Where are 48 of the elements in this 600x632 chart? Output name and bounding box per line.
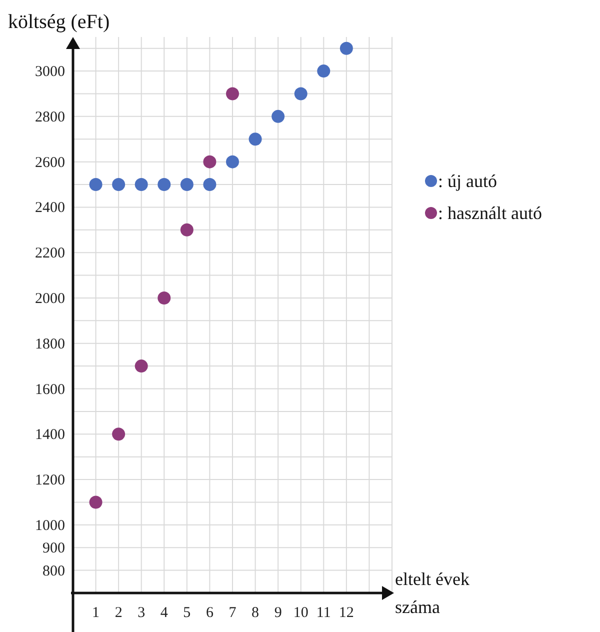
point [272, 110, 285, 123]
y-tick-label: 2200 [35, 246, 65, 262]
point [112, 178, 126, 192]
x-tick-label: 9 [274, 605, 282, 621]
x-tick-label: 7 [228, 605, 237, 621]
y-tick-label: 1800 [35, 336, 65, 352]
y-tick-label: 1400 [35, 427, 65, 444]
point [180, 178, 194, 192]
y-tick-label: 800 [42, 563, 65, 580]
y-tick-label: 2400 [35, 200, 65, 216]
point [134, 360, 148, 373]
point [134, 178, 148, 192]
point [89, 496, 102, 509]
y-tick-label: 2600 [35, 154, 65, 171]
y-tick-label: 2000 [35, 290, 65, 307]
point [203, 155, 216, 168]
x-tick-label: 3 [138, 605, 146, 621]
y-tick-label: 3000 [35, 64, 65, 80]
x-tick-label: 12 [338, 605, 354, 621]
x-axis-title: eltelt évek száma [395, 569, 470, 617]
point [180, 223, 194, 236]
x-tick-label: 1 [92, 605, 100, 621]
point [340, 42, 353, 55]
x-tick-label: 11 [316, 605, 331, 621]
y-tick-label: 2800 [35, 109, 65, 126]
point [112, 428, 126, 441]
x-tick-label: 8 [252, 605, 260, 621]
point [158, 291, 171, 304]
y-tick-label: 900 [42, 540, 65, 557]
point [226, 87, 239, 100]
y-tick-label: 1600 [35, 382, 65, 398]
point [317, 64, 330, 78]
point [294, 87, 308, 100]
x-tick-label: 5 [183, 605, 191, 621]
point [158, 178, 171, 192]
point [203, 178, 216, 192]
point [226, 155, 239, 168]
x-tick-label: 6 [206, 605, 214, 621]
x-tick-label: 4 [160, 605, 168, 621]
x-tick-label: 10 [293, 605, 308, 621]
legend-label: : új autó [438, 171, 497, 191]
y-tick-label: 1000 [35, 518, 65, 534]
point [89, 178, 102, 192]
x-tick-label: 2 [114, 605, 122, 621]
y-axis-title: költség (eFt) [8, 11, 110, 33]
y-tick-label: 1200 [35, 472, 65, 489]
legend-label: : használt autó [438, 203, 542, 223]
point [248, 132, 262, 146]
